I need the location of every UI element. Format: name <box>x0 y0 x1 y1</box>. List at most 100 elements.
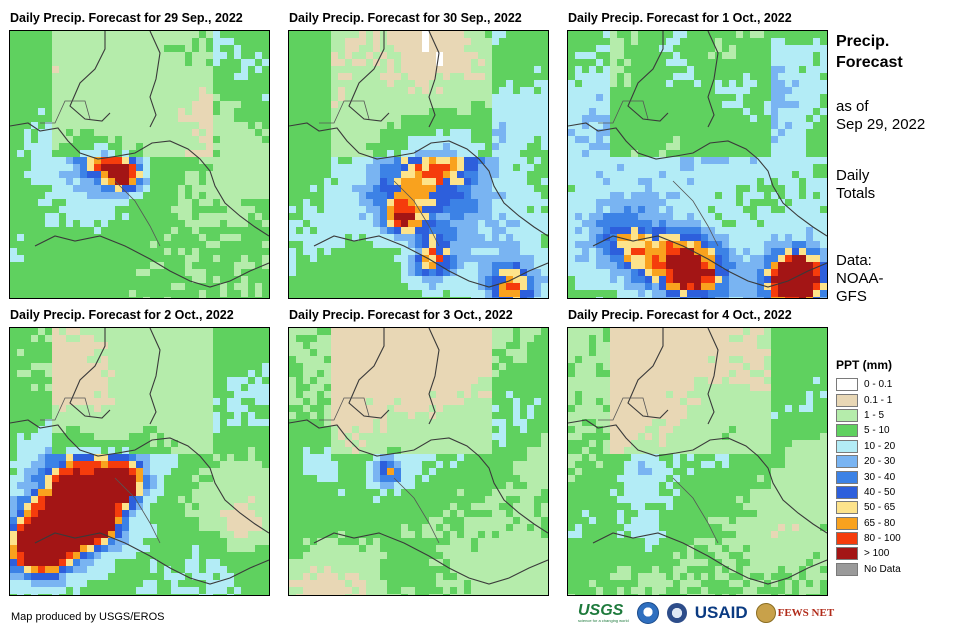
panel-title-6: Daily Precip. Forecast for 4 Oct., 2022 <box>568 308 792 322</box>
coastline <box>289 419 548 534</box>
precip-map-4 <box>10 328 269 595</box>
coastline <box>34 235 269 288</box>
coastline <box>10 122 269 237</box>
legend-swatch <box>836 516 858 530</box>
legend-item: 1 - 5 <box>836 408 901 423</box>
coastline <box>313 235 548 288</box>
legend-label: 20 - 30 <box>864 456 896 468</box>
as-of-value: Sep 29, 2022 <box>836 116 926 133</box>
totals-line: Totals <box>836 185 876 202</box>
legend-label: 1 - 5 <box>864 409 885 421</box>
legend-label: No Data <box>864 563 901 575</box>
sidebar-title: Precip. Forecast <box>836 31 903 73</box>
precip-map-5 <box>289 328 548 595</box>
coastline <box>313 532 548 585</box>
coastline <box>69 31 111 122</box>
legend-item: > 100 <box>836 546 901 561</box>
country-border <box>40 397 91 421</box>
country-border <box>114 477 161 544</box>
fews-globe-icon <box>755 603 776 623</box>
legend-swatch <box>836 455 858 469</box>
coastline <box>10 419 269 534</box>
legend-item: 50 - 65 <box>836 500 901 515</box>
logos: USGS science for a changing world USAID … <box>578 602 834 624</box>
coastline <box>428 31 440 128</box>
legend-item: 0 - 0.1 <box>836 377 901 392</box>
legend-item: 10 - 20 <box>836 439 901 454</box>
map-panel-5 <box>288 327 549 596</box>
coastline <box>568 419 827 534</box>
usaid-wordmark: USAID <box>694 603 748 622</box>
coastline <box>34 532 269 585</box>
map-panel-2 <box>288 30 549 299</box>
footer-credit: Map produced by USGS/EROS <box>11 611 165 623</box>
legend-label: 65 - 80 <box>864 517 896 529</box>
data-label: Data: <box>836 252 872 269</box>
legend-label: 50 - 65 <box>864 502 896 514</box>
legend-label: 5 - 10 <box>864 425 890 437</box>
country-border <box>598 397 649 421</box>
coastline <box>707 328 719 425</box>
legend-label: 80 - 100 <box>864 533 901 545</box>
legend-items: 0 - 0.1 0.1 - 1 1 - 5 5 - 10 10 - 20 20 - 30 3… <box>836 377 901 577</box>
daily-totals-label: Daily Totals <box>836 167 875 203</box>
map-panel-4 <box>9 327 270 596</box>
legend-swatch <box>836 378 858 392</box>
panel-title-3: Daily Precip. Forecast for 1 Oct., 2022 <box>568 11 792 25</box>
map-panel-1 <box>9 30 270 299</box>
country-border <box>598 100 649 124</box>
legend-label: 40 - 50 <box>864 486 896 498</box>
panel-title-5: Daily Precip. Forecast for 3 Oct., 2022 <box>289 308 513 322</box>
coastline <box>348 328 390 419</box>
usgs-tagline: science for a changing world <box>578 618 629 623</box>
precip-map-3 <box>568 31 827 298</box>
precip-map-2 <box>289 31 548 298</box>
sidebar-title-line1: Precip. <box>836 33 890 50</box>
coastline <box>592 235 827 288</box>
legend-item: 40 - 50 <box>836 485 901 500</box>
usgs-wordmark: USGS <box>578 602 624 619</box>
as-of-label: as of <box>836 98 869 115</box>
country-border <box>319 100 370 124</box>
legend-swatch <box>836 547 858 561</box>
coastline <box>592 532 827 585</box>
legend-item: 80 - 100 <box>836 531 901 546</box>
country-border <box>393 180 440 247</box>
panel-title-4: Daily Precip. Forecast for 2 Oct., 2022 <box>10 308 234 322</box>
coastline <box>428 328 440 425</box>
legend-label: > 100 <box>864 548 890 560</box>
precip-map-1 <box>10 31 269 298</box>
legend-label: 0.1 - 1 <box>864 394 893 406</box>
precip-map-6 <box>568 328 827 595</box>
fews-net-logo: FEWS NET <box>755 603 835 623</box>
country-border <box>40 100 91 124</box>
legend-swatch <box>836 393 858 407</box>
legend-swatch <box>836 485 858 499</box>
legend-item: 30 - 40 <box>836 469 901 484</box>
legend-label: 10 - 20 <box>864 440 896 452</box>
coastline <box>568 122 827 237</box>
fews-net-wordmark: FEWS NET <box>777 607 835 619</box>
legend-label: 0 - 0.1 <box>864 379 893 391</box>
coastline <box>69 328 111 419</box>
country-border <box>114 180 161 247</box>
seal-icon <box>666 603 687 623</box>
data-source-line1: NOAA- <box>836 270 884 287</box>
coastline <box>289 122 548 237</box>
country-border <box>672 180 719 247</box>
usaid-logo: USAID <box>695 603 748 623</box>
legend-swatch <box>836 439 858 453</box>
country-border <box>672 477 719 544</box>
coastline <box>149 328 161 425</box>
usgs-logo: USGS science for a changing world <box>578 603 629 623</box>
map-panel-3 <box>567 30 828 299</box>
legend: PPT (mm) 0 - 0.1 0.1 - 1 1 - 5 5 - 10 10 - 2… <box>836 358 901 577</box>
as-of-date: as of Sep 29, 2022 <box>836 98 925 134</box>
data-source: Data: NOAA- GFS <box>836 252 884 306</box>
legend-swatch <box>836 408 858 422</box>
legend-item: No Data <box>836 562 901 577</box>
daily-line: Daily <box>836 167 870 184</box>
legend-swatch <box>836 562 858 576</box>
coastline <box>348 31 390 122</box>
legend-swatch <box>836 424 858 438</box>
